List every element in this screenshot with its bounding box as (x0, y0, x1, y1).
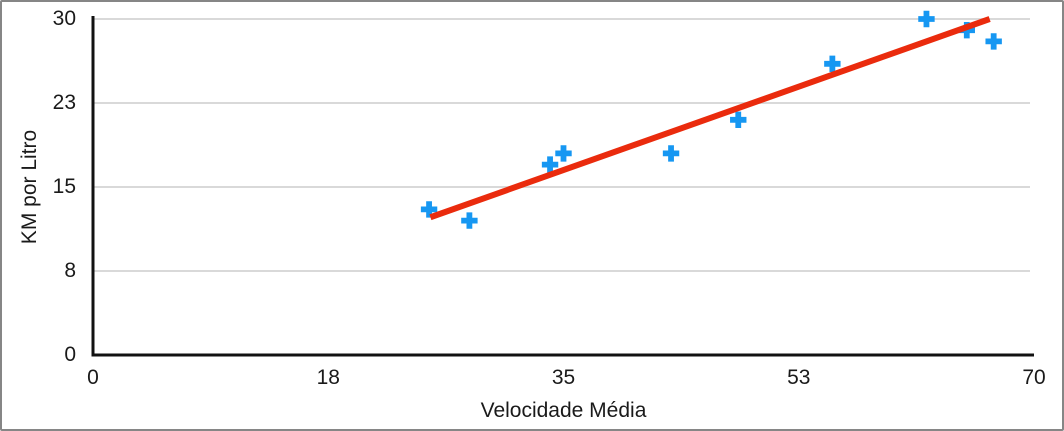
data-point-marker (730, 111, 747, 128)
x-tick-label: 53 (787, 366, 811, 389)
data-point-marker (461, 212, 478, 229)
y-tick-label: 23 (52, 91, 76, 114)
x-tick-label: 0 (87, 366, 99, 389)
y-tick-label: 30 (52, 7, 76, 30)
data-point-marker (918, 10, 935, 28)
y-tick-label: 8 (64, 259, 76, 282)
x-tick-label: 18 (316, 366, 340, 389)
data-point-marker (824, 55, 841, 72)
data-point-marker (555, 145, 572, 162)
data-point-marker (420, 201, 438, 218)
x-axis-title: Velocidade Média (480, 399, 647, 422)
data-point-marker (541, 156, 559, 173)
data-point-marker (985, 33, 1002, 50)
trendline (429, 16, 991, 221)
x-tick-label: 70 (1022, 366, 1046, 389)
y-tick-label: 0 (64, 343, 76, 366)
y-tick-label: 15 (52, 175, 76, 198)
x-tick-label: 35 (551, 366, 576, 389)
data-point-marker (662, 145, 680, 162)
